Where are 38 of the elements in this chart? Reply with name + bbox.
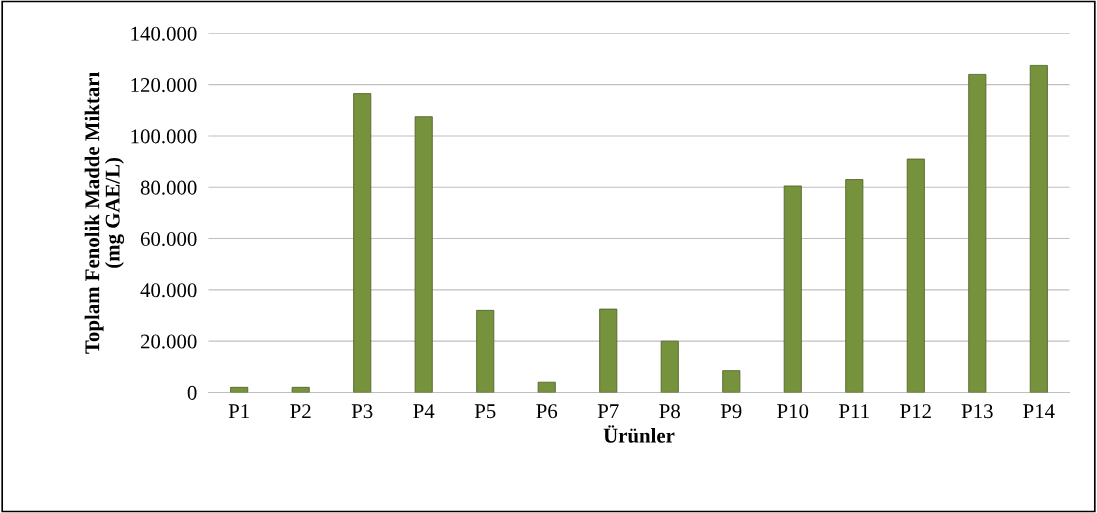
y-axis-title: Toplam Fenolik Madde Miktarı (mg GAE/L)	[84, 72, 125, 354]
bar	[230, 386, 249, 393]
bar	[783, 185, 802, 393]
bar	[845, 179, 864, 393]
y-tick-label: 40.000	[140, 283, 197, 298]
bar	[476, 309, 495, 393]
x-tick-label: P1	[228, 404, 249, 419]
x-tick-label: P5	[474, 404, 496, 419]
bar	[537, 381, 556, 393]
x-tick-label: P4	[413, 404, 435, 419]
bar	[414, 116, 433, 393]
bar	[599, 308, 618, 393]
x-tick-label: P11	[839, 404, 869, 419]
y-tick-label: 120.000	[131, 78, 197, 93]
bar	[291, 386, 310, 393]
bar	[722, 370, 741, 393]
bar	[1029, 64, 1048, 393]
bar	[968, 73, 987, 393]
y-tick-label: 20.000	[140, 334, 197, 349]
y-tick-label: 0	[187, 385, 197, 400]
x-tick-label: P8	[659, 404, 680, 419]
x-tick-label: P6	[536, 404, 558, 419]
x-tick-label: P2	[290, 404, 311, 419]
y-tick-label: 80.000	[140, 180, 197, 195]
x-axis-title: Ürünler	[603, 425, 675, 443]
x-tick-label: P9	[720, 404, 742, 419]
x-tick-label: P10	[777, 404, 809, 419]
x-tick-label: P3	[351, 404, 373, 419]
x-tick-label: P13	[961, 404, 993, 419]
bar	[660, 340, 679, 393]
bar	[906, 158, 925, 393]
x-tick-label: P7	[597, 404, 619, 419]
y-tick-label: 140.000	[131, 26, 197, 41]
x-tick-label: P12	[900, 404, 931, 419]
y-tick-label: 100.000	[131, 129, 197, 144]
bar	[353, 93, 372, 393]
y-tick-label: 60.000	[140, 231, 197, 247]
x-tick-label: P14	[1023, 404, 1055, 419]
